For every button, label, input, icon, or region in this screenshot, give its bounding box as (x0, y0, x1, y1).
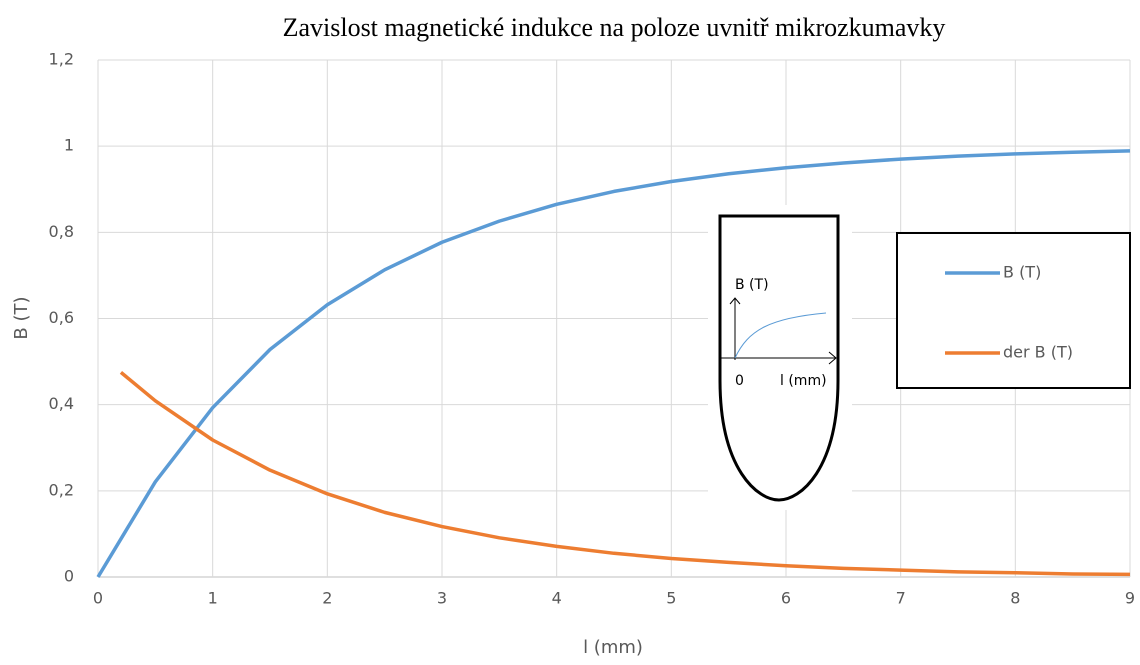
y-tick-label: 0 (64, 567, 74, 586)
inset-y-label: B (T) (735, 277, 769, 293)
series-line (96, 149, 1131, 578)
legend-box (896, 232, 1131, 389)
inset-x-label: l (mm) (780, 373, 827, 389)
y-tick-label: 0,6 (49, 308, 74, 327)
inset-arrow (729, 297, 741, 305)
lines (96, 149, 1131, 578)
y-tick-label: 0,8 (49, 222, 74, 241)
y-tick-label: 0,4 (49, 394, 74, 413)
x-tick-label: 2 (322, 589, 332, 608)
x-tick-label: 6 (781, 589, 791, 608)
y-tick-label: 1 (64, 136, 74, 155)
inset-arrow (828, 351, 837, 365)
x-tick-label: 7 (896, 589, 906, 608)
x-tick-label: 9 (1125, 589, 1135, 608)
series-line (119, 371, 1131, 577)
legend-label: B (T) (1003, 263, 1041, 282)
inset: B (T) 0 l (mm) (708, 205, 852, 510)
x-tick-label: 8 (1010, 589, 1020, 608)
x-axis-label: l (mm) (583, 637, 643, 658)
legend-label: der B (T) (1003, 343, 1073, 362)
x-tick-label: 1 (208, 589, 218, 608)
x-tick-label: 3 (437, 589, 447, 608)
inset-origin: 0 (735, 373, 744, 389)
x-tick-label: 5 (666, 589, 676, 608)
legend: B (T) der B (T) (945, 263, 1073, 362)
inset-curve (734, 312, 827, 359)
chart-title: Zavislost magnetické indukce na poloze u… (283, 13, 946, 42)
y-axis-label: B (T) (11, 296, 32, 339)
x-tick-label: 0 (93, 589, 103, 608)
x-tick-label: 4 (552, 589, 562, 608)
y-tick-label: 0,2 (49, 480, 74, 499)
y-tick-label: 1,2 (49, 50, 74, 69)
